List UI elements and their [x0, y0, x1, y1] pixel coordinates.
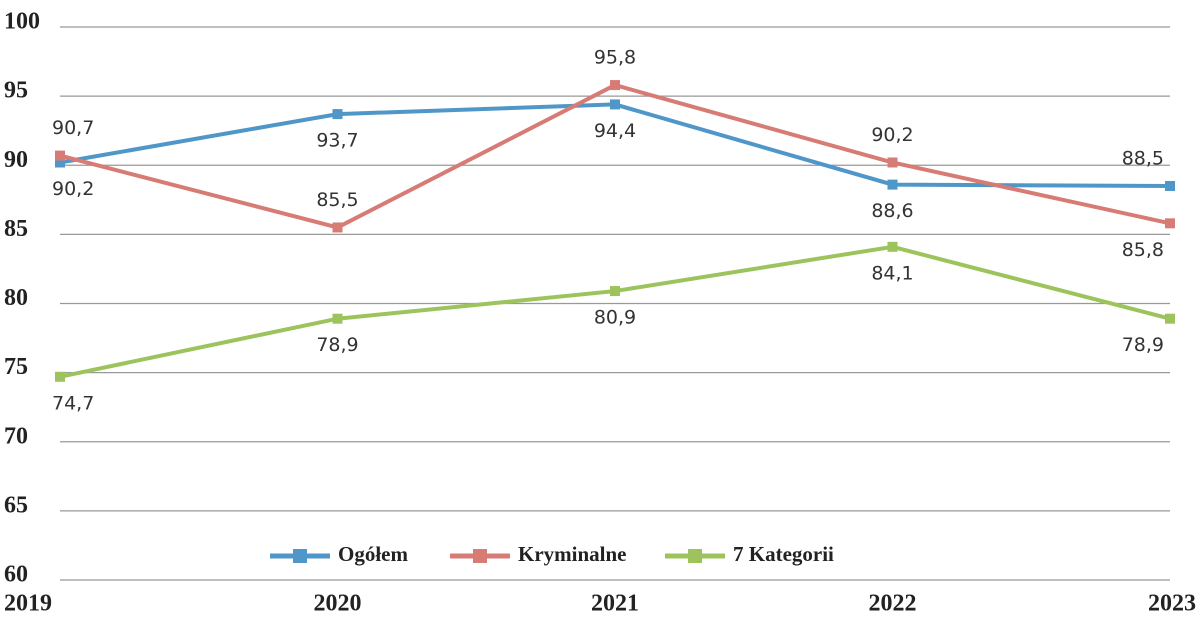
data-label: 84,1: [871, 262, 913, 284]
legend-marker: [688, 549, 702, 563]
legend-label: 7 Kategorii: [733, 542, 834, 566]
data-label: 90,2: [871, 124, 913, 146]
marker: [1165, 218, 1175, 229]
data-label: 78,9: [1122, 334, 1164, 356]
x-tick-label: 2020: [314, 591, 362, 617]
y-tick-label: 100: [4, 9, 40, 35]
marker: [1165, 313, 1175, 324]
data-label: 85,8: [1122, 239, 1164, 261]
data-label: 90,7: [52, 117, 94, 139]
y-tick-label: 70: [4, 423, 28, 449]
x-tick-label: 2023: [1148, 591, 1196, 617]
legend-label: Ogółem: [338, 542, 408, 566]
y-tick-label: 90: [4, 147, 28, 173]
y-tick-label: 80: [4, 285, 28, 311]
marker: [55, 157, 65, 168]
marker: [887, 157, 898, 168]
line: [59, 102, 1171, 188]
data-label: 93,7: [316, 130, 358, 152]
marker: [610, 80, 620, 91]
marker: [332, 313, 343, 324]
marker: [887, 241, 898, 252]
x-tick-label: 2019: [4, 591, 52, 617]
y-tick-label: 95: [4, 78, 28, 104]
data-label: 90,2: [52, 178, 94, 200]
data-label: 94,4: [594, 120, 636, 142]
y-tick-label: 60: [4, 562, 28, 588]
data-label: 88,6: [871, 200, 913, 222]
legend-marker: [293, 549, 307, 563]
marker: [887, 179, 898, 190]
data-label: 85,5: [316, 189, 358, 211]
data-label: 80,9: [594, 307, 636, 329]
marker: [55, 371, 65, 382]
x-tick-label: 2021: [591, 591, 639, 617]
legend-label: Kryminalne: [518, 542, 627, 566]
legend-marker: [473, 549, 487, 563]
marker: [332, 222, 343, 233]
marker: [332, 109, 343, 120]
data-label: 95,8: [594, 47, 636, 69]
marker: [610, 286, 620, 297]
data-label: 74,7: [52, 392, 94, 414]
y-tick-label: 65: [4, 492, 28, 518]
data-label: 88,5: [1122, 147, 1164, 169]
data-label: 78,9: [316, 334, 358, 356]
marker: [55, 150, 65, 161]
x-tick-label: 2022: [869, 591, 917, 617]
marker: [1165, 180, 1175, 191]
y-tick-label: 85: [4, 216, 28, 242]
y-tick-label: 75: [4, 354, 28, 380]
marker: [610, 99, 620, 110]
